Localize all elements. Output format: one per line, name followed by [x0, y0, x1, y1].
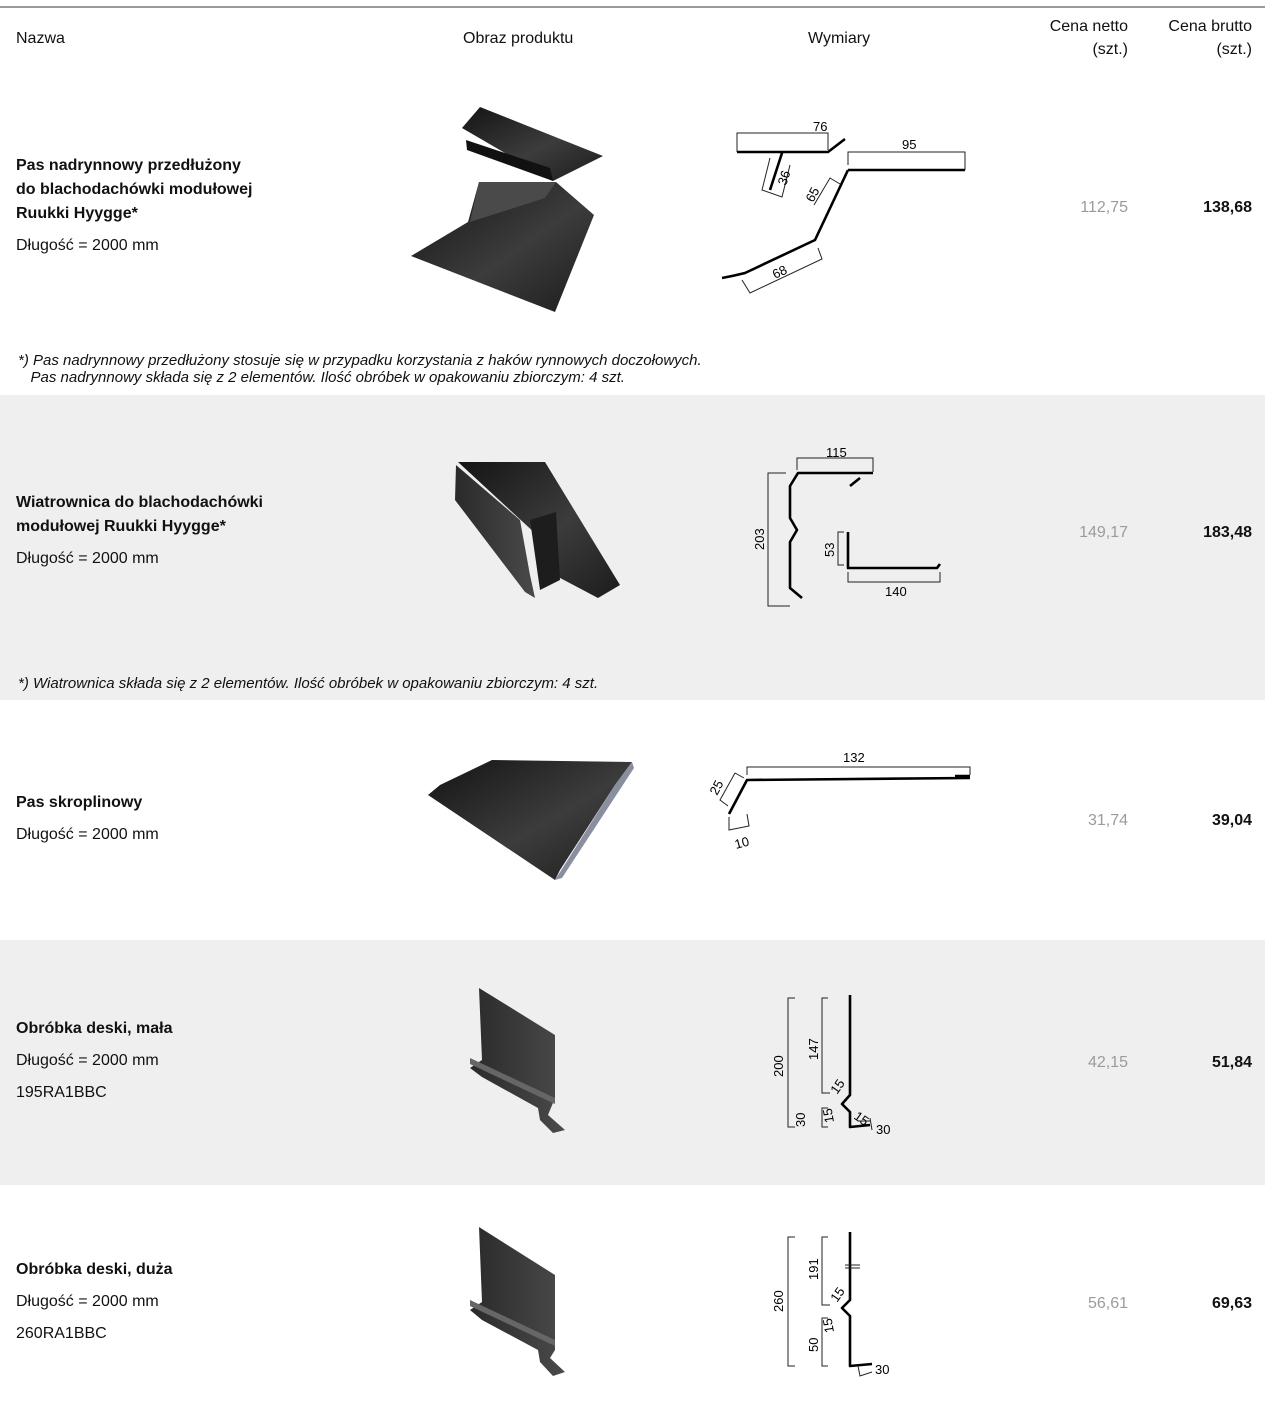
product-name: Pas skroplinowy — [16, 794, 143, 811]
net-price: 31,74 — [1087, 812, 1128, 829]
gross-price: 69,63 — [1211, 1295, 1252, 1312]
gross-price: 183,48 — [1203, 523, 1252, 541]
footnote: *) Pas nadrynnowy przedłużony stosuje si… — [18, 352, 702, 386]
dimension-label: 95 — [902, 137, 916, 152]
product-row: Pas skroplinowy Długość = 2000 mm 31,74 … — [0, 700, 1265, 942]
header-dimensions: Wymiary — [808, 29, 871, 47]
dimension-label: 15 — [827, 1284, 848, 1304]
header-image: Obraz produktu — [463, 29, 574, 47]
dimension-label: 53 — [822, 543, 837, 557]
row-background — [0, 395, 1265, 700]
product-row: Wiatrownica do blachodachówki modułowej … — [0, 395, 1265, 670]
net-price: 112,75 — [1080, 199, 1128, 216]
dimension-label: 15 — [851, 1108, 871, 1129]
dimension-label: 68 — [770, 262, 789, 282]
dimension-label: 36 — [775, 169, 794, 187]
header-name: Nazwa — [16, 29, 65, 47]
dimension-label: 50 — [806, 1338, 821, 1352]
dimension-label: 260 — [771, 1290, 786, 1312]
product-image — [470, 988, 565, 1133]
dimension-drawing: 200 147 15 30 15 15 30 — [771, 995, 890, 1137]
dimension-label: 30 — [875, 1362, 889, 1377]
product-row: Pas nadrynnowy przedłużony do blachodach… — [0, 68, 1265, 348]
product-detail: Długość = 2000 mm — [16, 549, 159, 567]
name-cell: Obróbka deski, mała Długość = 2000 mm 19… — [16, 940, 346, 1185]
dimension-drawing: 260 191 15 50 15 30 — [771, 1232, 889, 1377]
header-gross-price: Cena brutto (szt.) — [1168, 18, 1252, 58]
name-cell: Wiatrownica do blachodachówki modułowej … — [16, 395, 346, 670]
product-name: Wiatrownica do blachodachówki modułowej … — [16, 493, 263, 535]
header-net-price: Cena netto (szt.) — [1049, 18, 1128, 58]
product-code: 195RA1BBC — [16, 1083, 107, 1101]
dimension-label: 30 — [876, 1122, 890, 1137]
name-cell: Obróbka deski, duża Długość = 2000 mm 26… — [16, 1185, 346, 1423]
product-name: Obróbka deski, duża — [16, 1261, 173, 1278]
dimension-label: 115 — [826, 445, 847, 460]
footnote: *) Wiatrownica składa się z 2 elementów.… — [18, 675, 599, 692]
name-cell: Pas skroplinowy Długość = 2000 mm — [16, 700, 346, 942]
product-detail: Długość = 2000 mm — [16, 1293, 159, 1310]
name-cell: Pas nadrynnowy przedłużony do blachodach… — [16, 68, 346, 348]
dimension-label: 147 — [806, 1038, 821, 1060]
gross-price: 39,04 — [1211, 812, 1252, 829]
dimension-drawing: 115 203 53 140 — [752, 445, 942, 607]
product-detail: Długość = 2000 mm — [16, 237, 159, 254]
product-row: Obróbka deski, mała Długość = 2000 mm 19… — [0, 940, 1265, 1185]
product-image — [411, 107, 603, 312]
product-image — [428, 760, 634, 880]
gross-price: 138,68 — [1203, 199, 1252, 216]
dimension-label: 203 — [752, 528, 767, 550]
dimension-label: 15 — [827, 1076, 848, 1096]
dimension-drawing: 132 25 10 — [706, 750, 971, 852]
product-detail: Długość = 2000 mm — [16, 826, 159, 843]
net-price: 42,15 — [1087, 1053, 1128, 1071]
dimension-label: 200 — [771, 1055, 786, 1077]
dimension-label: 15 — [820, 1317, 837, 1334]
dimension-label: 132 — [843, 750, 865, 765]
dimension-label: 76 — [813, 119, 827, 134]
row-background — [0, 940, 1265, 1185]
dimension-drawing: 76 95 36 65 68 — [721, 119, 966, 294]
dimension-label: 140 — [885, 584, 907, 599]
net-price: 56,61 — [1087, 1295, 1128, 1312]
product-code: 260RA1BBC — [16, 1325, 107, 1342]
dimension-label: 15 — [820, 1107, 837, 1124]
product-detail: Długość = 2000 mm — [16, 1051, 159, 1069]
dimension-label: 10 — [733, 834, 751, 852]
gross-price: 51,84 — [1211, 1053, 1252, 1071]
dimension-label: 25 — [706, 778, 726, 798]
product-name: Pas nadrynnowy przedłużony do blachodach… — [16, 157, 253, 222]
product-row: Obróbka deski, duża Długość = 2000 mm 26… — [0, 1185, 1265, 1423]
product-image — [455, 462, 620, 598]
product-image — [470, 1227, 565, 1376]
net-price: 149,17 — [1079, 523, 1128, 541]
product-name: Obróbka deski, mała — [16, 1019, 173, 1037]
dimension-label: 191 — [806, 1258, 821, 1280]
top-rule — [0, 6, 1265, 8]
dimension-label: 65 — [802, 185, 822, 205]
dimension-label: 30 — [793, 1113, 808, 1127]
